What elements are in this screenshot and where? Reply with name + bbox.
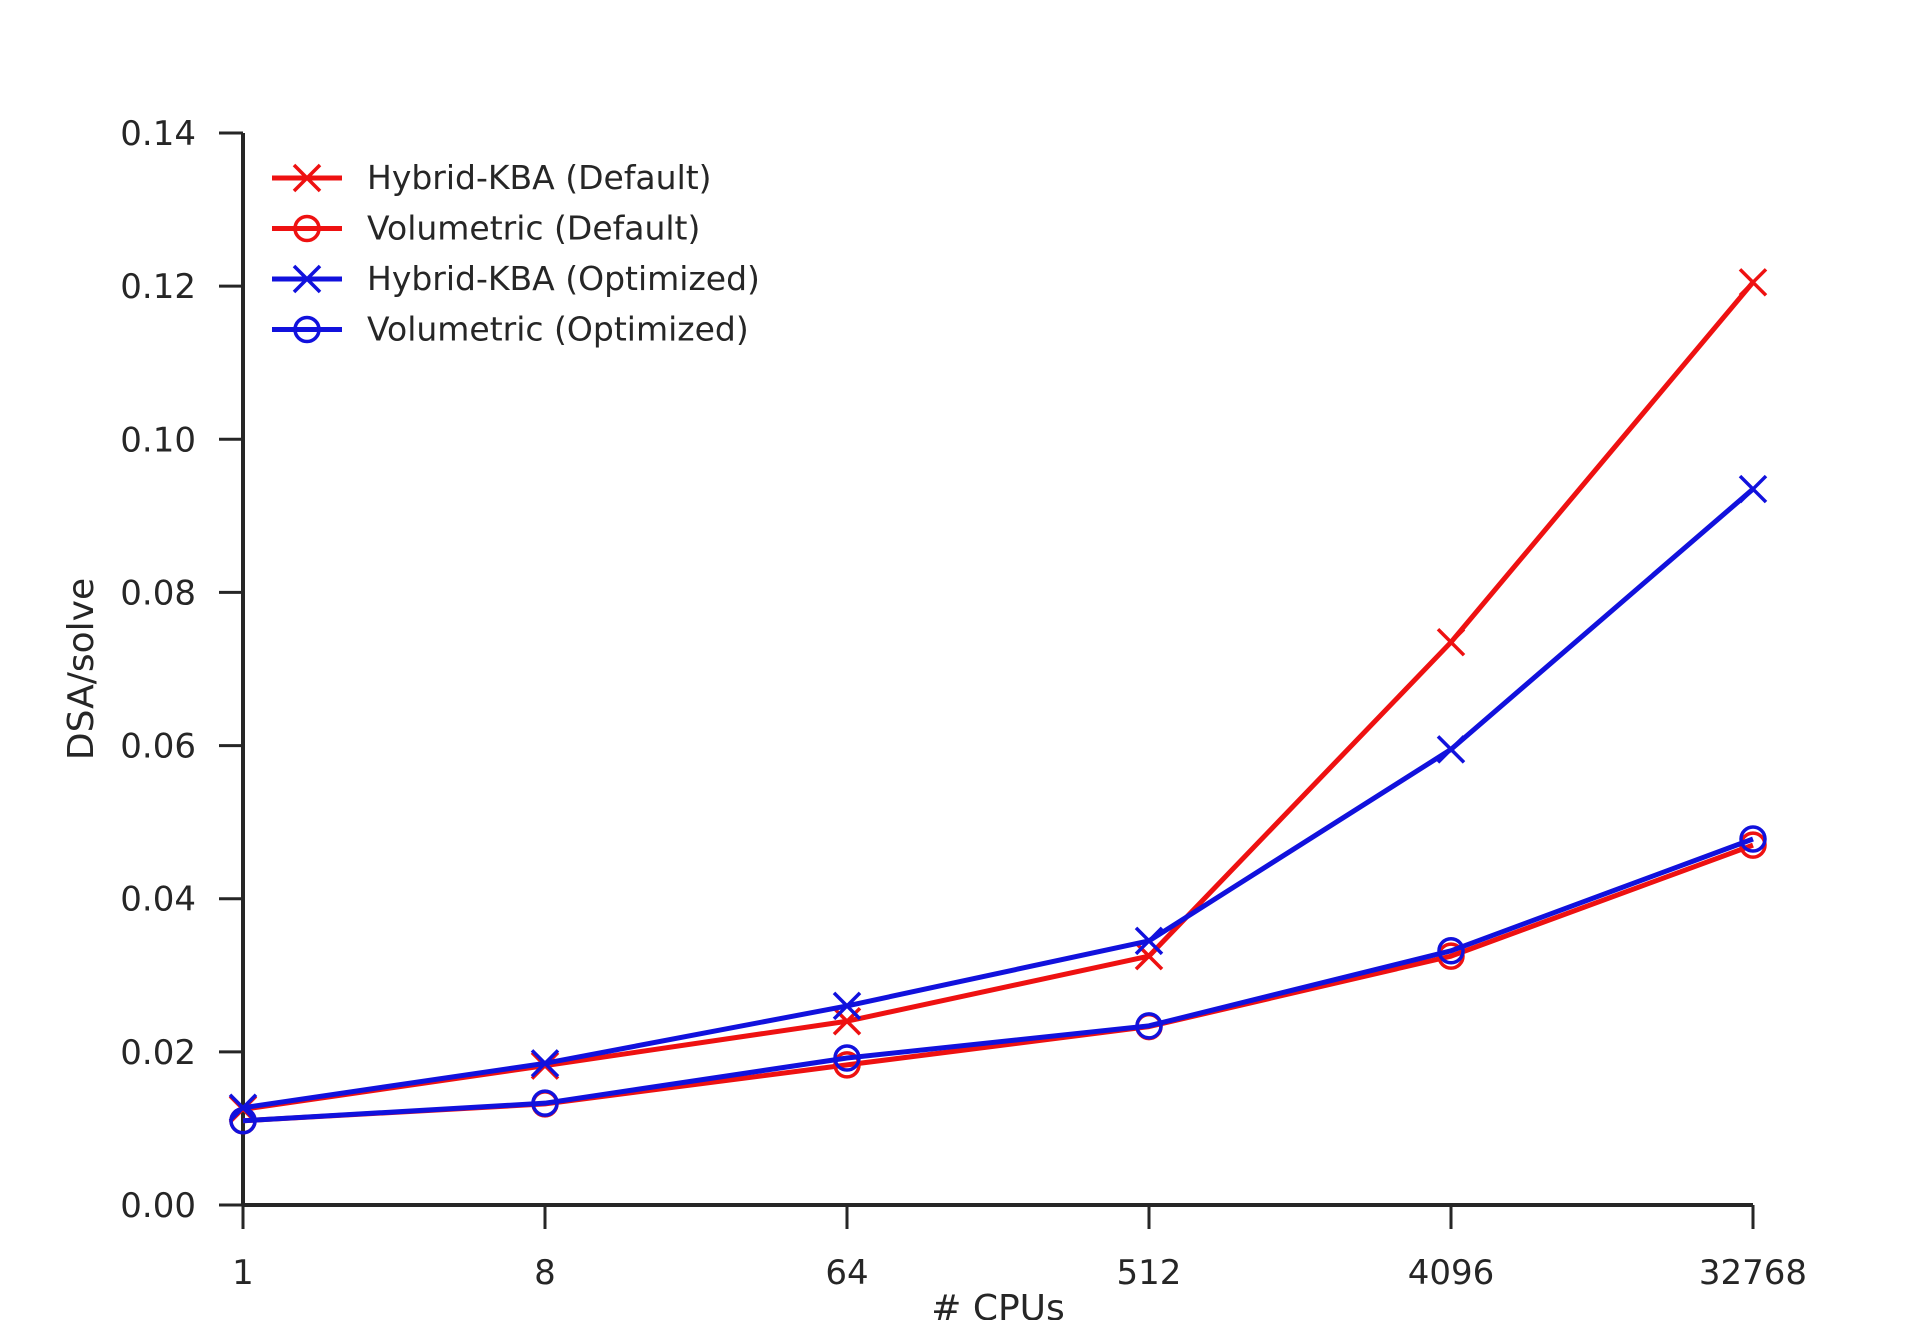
- axes: 0.00 0.02 0.04 0.06 0.08 0.10 0.12 0.14 1 8 64 512 4…: [120, 114, 1807, 1293]
- legend-entry: Volumetric (Optimized): [272, 310, 749, 349]
- series-line: [242, 487, 1755, 1111]
- data-point: [1134, 926, 1164, 956]
- legend-marker: [292, 163, 322, 193]
- y-tick-label: 0.06: [120, 727, 196, 767]
- data-point: [833, 1044, 861, 1072]
- x-marker-stroke: [530, 1049, 560, 1078]
- x-tick-label: 4096: [1408, 1253, 1495, 1293]
- y-tick-label: 0.14: [120, 114, 196, 154]
- data-point: [1738, 268, 1768, 297]
- legend-label: Volumetric (Default): [367, 209, 700, 248]
- legend-entry: Hybrid-KBA (Optimized): [272, 259, 760, 298]
- data-point: [1738, 474, 1768, 504]
- data-point: [1436, 735, 1466, 764]
- data-point: [1135, 1012, 1163, 1040]
- x-marker-stroke: [832, 991, 862, 1021]
- series-line: [242, 280, 1755, 1112]
- legend-label: Volumetric (Optimized): [367, 310, 749, 349]
- legend-label: Hybrid-KBA (Default): [367, 158, 712, 197]
- y-tick-label: 0.02: [120, 1033, 196, 1073]
- data-point: [832, 991, 862, 1021]
- data-point: [531, 1089, 559, 1117]
- y-tick-label: 0.08: [120, 573, 196, 613]
- x-marker-stroke: [1134, 926, 1164, 956]
- x-tick-label: 8: [534, 1253, 556, 1293]
- series-line: [242, 836, 1754, 1124]
- series-4: [229, 825, 1767, 1135]
- legend-entry: Hybrid-KBA (Default): [272, 158, 712, 197]
- y-tick-label: 0.10: [120, 420, 196, 460]
- data-point: [1436, 627, 1466, 657]
- legend-entry: Volumetric (Default): [272, 209, 700, 248]
- x-marker-stroke: [1436, 735, 1466, 764]
- x-marker-stroke: [292, 163, 322, 193]
- data-point: [530, 1049, 560, 1078]
- x-marker-stroke: [292, 264, 322, 294]
- series-2: [229, 831, 1767, 1135]
- legend-marker: [292, 264, 322, 294]
- x-axis-label: # CPUs: [931, 1288, 1065, 1320]
- series-3: [228, 474, 1768, 1122]
- data-point: [229, 1107, 257, 1135]
- x-marker-stroke: [1436, 627, 1466, 657]
- legend-marker: [293, 315, 321, 344]
- y-axis-label: DSA/solve: [61, 578, 102, 760]
- data-point: [1739, 825, 1767, 853]
- legend-label: Hybrid-KBA (Optimized): [367, 259, 760, 298]
- data-point: [833, 1051, 861, 1079]
- data-point: [1437, 937, 1465, 965]
- series-1: [228, 268, 1768, 1124]
- y-tick-label: 0.04: [120, 880, 196, 920]
- plot-area: [228, 268, 1768, 1135]
- legend: Hybrid-KBA (Default) Volumetric (Default)…: [272, 158, 760, 349]
- legend-marker: [293, 214, 321, 243]
- x-tick-label: 64: [825, 1253, 868, 1293]
- x-tick-label: 1: [232, 1253, 254, 1293]
- x-marker-stroke: [1738, 474, 1768, 504]
- y-tick-label: 0.12: [120, 267, 196, 307]
- x-tick-label: 512: [1117, 1253, 1182, 1293]
- x-tick-label: 32768: [1699, 1253, 1807, 1293]
- y-tick-label: 0.00: [120, 1186, 196, 1226]
- series-line: [242, 842, 1754, 1124]
- x-marker-stroke: [1738, 268, 1768, 297]
